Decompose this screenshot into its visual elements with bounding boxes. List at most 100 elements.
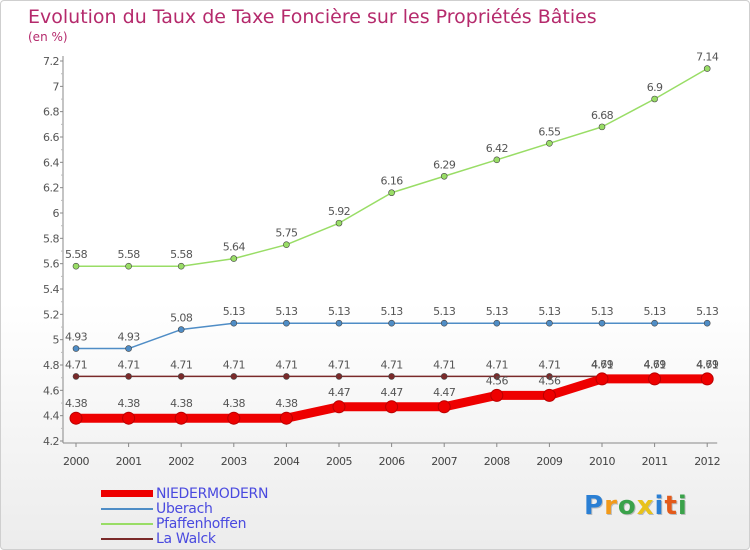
data-point — [493, 373, 501, 380]
data-point — [335, 219, 343, 227]
legend-label: Pfaffenhoffen — [156, 516, 247, 532]
x-tick-label: 2000 — [63, 455, 89, 468]
data-label: 4.71 — [381, 358, 403, 371]
data-label: 4.38 — [170, 397, 193, 410]
legend-swatch — [101, 490, 153, 497]
data-point — [598, 123, 606, 131]
data-point — [385, 400, 399, 414]
logo-letter: r — [604, 491, 618, 521]
data-point — [388, 319, 395, 327]
data-point — [595, 372, 609, 386]
data-point — [546, 140, 553, 147]
data-point — [440, 319, 448, 327]
data-point — [72, 262, 80, 270]
data-label: 6.9 — [647, 81, 663, 94]
data-label: 4.71 — [328, 358, 350, 371]
data-label: 6.29 — [433, 158, 456, 171]
data-point — [542, 388, 556, 402]
data-label: 4.38 — [223, 397, 246, 410]
data-point — [227, 411, 241, 425]
data-point — [125, 262, 132, 270]
data-label: 4.56 — [538, 374, 561, 387]
data-point — [335, 319, 343, 327]
data-point — [125, 345, 132, 352]
data-label: 6.16 — [381, 175, 404, 188]
data-point — [230, 373, 238, 380]
series-line-uberach — [75, 322, 708, 350]
data-label: 5.13 — [433, 305, 456, 318]
data-point — [177, 326, 185, 333]
data-point — [388, 189, 395, 197]
data-label: 4.93 — [65, 331, 88, 344]
data-label: 4.71 — [65, 358, 87, 371]
data-label: 4.71 — [591, 358, 613, 371]
data-label: 5.13 — [223, 305, 246, 318]
y-tick-label: 5.6 — [43, 258, 59, 271]
data-label: 4.71 — [486, 358, 508, 371]
data-point — [546, 319, 553, 327]
logo-letter: o — [617, 491, 637, 521]
x-tick-label: 2006 — [379, 455, 405, 468]
data-label: 5.92 — [328, 205, 350, 218]
y-tick-label: 4.2 — [43, 435, 59, 448]
y-tick-label: 4.6 — [43, 384, 59, 397]
y-unit-label: (en %) — [28, 30, 68, 44]
y-tick-label: 6.2 — [43, 182, 59, 195]
y-tick-label: 6 — [53, 207, 60, 220]
data-label: 4.71 — [118, 358, 140, 371]
data-point — [283, 241, 290, 248]
legend-label: NIEDERMODERN — [156, 486, 269, 502]
data-label: 5.13 — [538, 305, 561, 318]
data-point — [437, 400, 451, 414]
data-point — [279, 411, 293, 425]
data-label: 5.13 — [591, 305, 614, 318]
data-label: 4.71 — [538, 358, 560, 371]
data-label: 5.75 — [275, 227, 298, 240]
data-point — [177, 373, 185, 380]
data-label: 4.71 — [644, 358, 666, 371]
data-label: 4.93 — [118, 331, 141, 344]
legend-label: Uberach — [156, 501, 213, 517]
x-tick-label: 2012 — [694, 455, 720, 468]
y-tick-label: 7.2 — [43, 55, 59, 68]
x-tick-label: 2004 — [273, 455, 299, 468]
data-point — [283, 319, 290, 327]
data-label: 5.58 — [118, 248, 141, 261]
data-point — [598, 319, 606, 327]
proxiti-logo: Proxiti — [584, 491, 688, 521]
data-label: 4.71 — [170, 358, 192, 371]
logo-letter: i — [654, 491, 665, 521]
data-point — [72, 345, 80, 352]
data-point — [69, 411, 83, 425]
x-tick-label: 2003 — [221, 455, 247, 468]
y-tick-label: 5 — [53, 334, 60, 347]
data-point — [651, 95, 658, 103]
data-point — [546, 373, 553, 380]
x-tick-label: 2011 — [642, 455, 668, 468]
logo-letter: P — [584, 491, 605, 521]
data-label: 5.08 — [170, 312, 193, 325]
data-point — [230, 319, 238, 327]
y-tick-label: 6.4 — [43, 156, 59, 169]
data-point — [177, 262, 185, 270]
data-label: 4.69 — [644, 358, 667, 371]
data-label: 4.71 — [433, 358, 455, 371]
data-label: 6.42 — [486, 142, 508, 155]
legend-swatch — [101, 523, 153, 525]
legend-swatch — [101, 508, 153, 510]
data-point — [703, 319, 711, 327]
logo-letter: t — [664, 491, 678, 521]
data-point — [490, 388, 504, 402]
y-tick-label: 4.8 — [43, 359, 59, 372]
data-label: 7.14 — [696, 51, 719, 64]
logo-letter: i — [677, 491, 688, 521]
x-tick-label: 2009 — [536, 455, 562, 468]
data-point — [493, 319, 501, 327]
data-label: 5.13 — [644, 305, 667, 318]
data-label: 4.71 — [275, 358, 297, 371]
logo-letter: x — [636, 491, 655, 521]
x-tick-label: 2010 — [589, 455, 615, 468]
legend-label: La Walck — [156, 531, 216, 547]
data-point — [651, 319, 658, 327]
